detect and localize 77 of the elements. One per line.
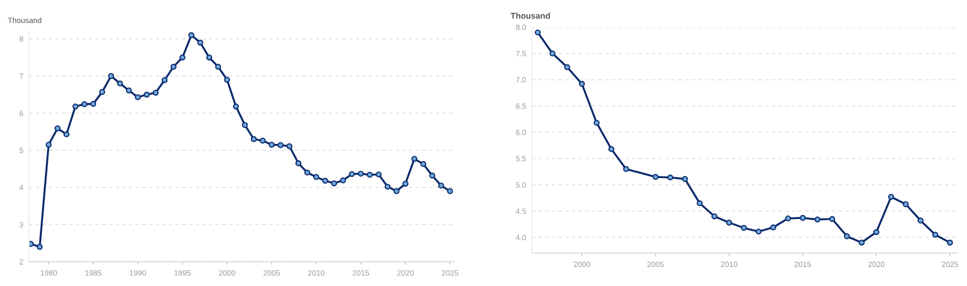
point — [918, 218, 924, 224]
point — [36, 244, 43, 250]
point — [134, 94, 141, 100]
point — [108, 73, 114, 80]
point — [888, 194, 894, 200]
point — [29, 240, 34, 247]
point — [117, 80, 123, 86]
point — [384, 184, 391, 190]
point — [72, 103, 78, 110]
point — [90, 100, 96, 107]
point — [829, 216, 836, 222]
point — [756, 228, 762, 235]
point — [711, 213, 718, 220]
point — [902, 201, 909, 208]
point — [667, 174, 674, 180]
point — [800, 214, 806, 221]
point — [144, 92, 150, 98]
point — [858, 240, 865, 246]
point — [420, 161, 426, 168]
point — [608, 146, 614, 152]
point — [126, 88, 132, 94]
point — [215, 64, 222, 70]
point — [152, 90, 159, 96]
point — [46, 142, 52, 148]
point — [99, 89, 106, 95]
point — [54, 125, 61, 132]
point — [313, 174, 320, 180]
point — [358, 170, 364, 177]
point — [946, 240, 953, 246]
point — [366, 172, 373, 178]
point — [304, 170, 310, 176]
point — [81, 101, 88, 108]
point — [932, 232, 938, 238]
point — [179, 54, 186, 60]
point — [402, 180, 408, 187]
point — [348, 171, 355, 178]
point — [438, 182, 444, 189]
point — [578, 80, 585, 87]
point — [268, 142, 275, 148]
point — [331, 180, 338, 186]
point — [844, 233, 850, 240]
y-axis-title: Thousand — [510, 12, 550, 19]
point — [785, 215, 792, 222]
point — [206, 54, 212, 60]
point — [682, 176, 688, 182]
point — [534, 29, 541, 36]
point — [250, 136, 257, 142]
point — [394, 188, 400, 194]
point — [322, 178, 328, 184]
point — [260, 138, 266, 144]
point — [340, 177, 346, 184]
point — [286, 143, 292, 150]
point — [242, 122, 248, 128]
point — [564, 64, 570, 70]
point — [170, 64, 176, 70]
point — [429, 172, 436, 179]
point — [447, 188, 454, 194]
point — [376, 171, 382, 178]
point — [623, 166, 630, 172]
point — [594, 120, 600, 126]
point — [197, 40, 204, 46]
point — [726, 220, 732, 226]
point — [696, 200, 703, 206]
point — [873, 229, 880, 236]
point — [814, 216, 820, 222]
point — [224, 76, 230, 83]
point — [549, 50, 556, 56]
point — [770, 224, 776, 230]
point — [411, 156, 418, 162]
point — [188, 32, 194, 38]
point — [232, 103, 239, 110]
point — [278, 142, 284, 148]
point — [63, 131, 70, 138]
point — [162, 77, 168, 84]
point — [652, 174, 659, 180]
point — [295, 160, 302, 166]
point — [740, 224, 747, 231]
